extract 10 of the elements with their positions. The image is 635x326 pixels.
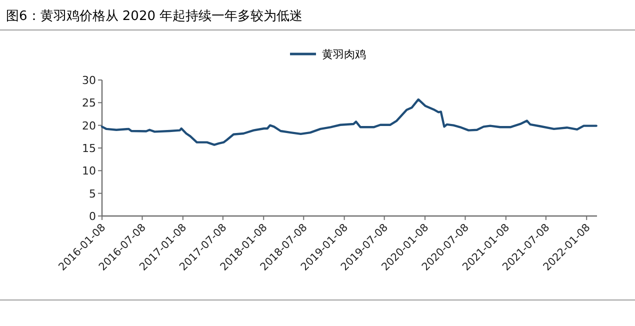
y-tick-label: 5 [89, 187, 96, 200]
y-tick-label: 10 [82, 164, 96, 178]
y-tick-label: 25 [82, 96, 96, 110]
legend: 黄羽肉鸡 [290, 48, 366, 61]
y-tick-label: 30 [82, 74, 96, 87]
y-tick-label: 20 [82, 119, 96, 132]
chart-title: 图6：黄羽鸡价格从 2020 年起持续一年多较为低迷 [6, 9, 303, 24]
legend-label: 黄羽肉鸡 [322, 48, 366, 61]
y-tick-label: 0 [89, 210, 96, 223]
y-tick-label: 15 [82, 142, 96, 155]
